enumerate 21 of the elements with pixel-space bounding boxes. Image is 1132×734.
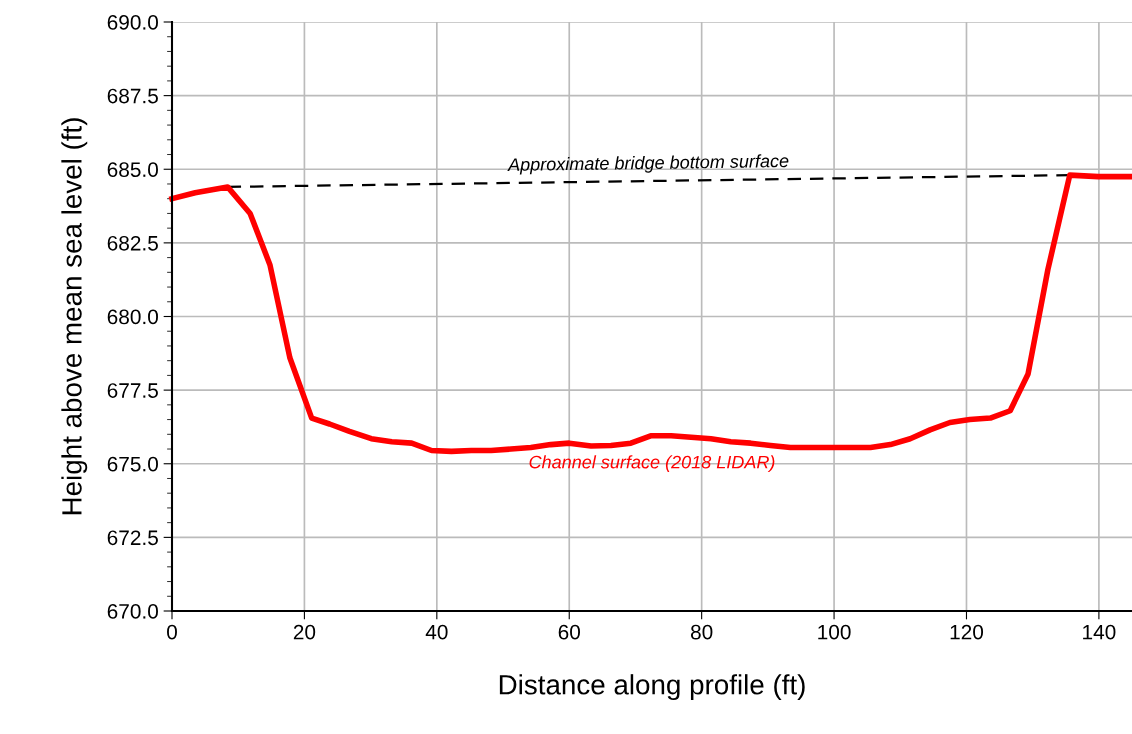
x-tick-label: 140: [1083, 624, 1116, 640]
x-tick-label: 40: [425, 624, 448, 640]
x-axis-title: Distance along profile (ft): [499, 674, 805, 701]
x-tick-label: 120: [950, 624, 984, 640]
y-tick-label: 685.0: [107, 162, 158, 177]
series-label: Channel surface (2018 LIDAR): [529, 455, 775, 473]
x-tick-label: 20: [293, 624, 316, 640]
y-tick-label: 682.5: [107, 235, 158, 251]
y-tick-label: 672.5: [107, 530, 158, 546]
y-axis-title: Height above mean sea level (ft): [61, 118, 88, 515]
y-tick-label: 670.0: [107, 604, 158, 619]
y-tick-label: 687.5: [107, 88, 158, 104]
y-tick-label: 675.0: [107, 456, 158, 472]
y-tick-label: 680.0: [107, 309, 158, 325]
y-tick-label: 677.5: [107, 383, 158, 398]
x-tick-label: 80: [690, 624, 713, 640]
x-tick-label: 60: [558, 624, 581, 640]
x-tick-label: 0: [167, 624, 177, 640]
y-tick-label: 690.0: [107, 15, 158, 30]
x-tick-label: 100: [818, 624, 851, 640]
series-label: Approximate bridge bottom surface: [507, 153, 789, 175]
